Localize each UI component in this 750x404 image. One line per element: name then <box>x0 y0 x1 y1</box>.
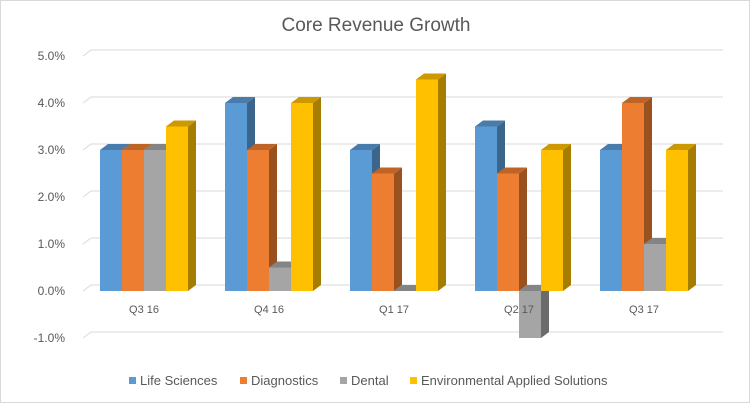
y-tick-label: 0.0% <box>38 284 66 298</box>
bar-front <box>166 126 188 291</box>
bar-top <box>416 73 446 80</box>
bar-side <box>519 167 527 291</box>
bar-front <box>541 150 563 291</box>
bar-front <box>622 103 644 291</box>
bar-top <box>350 144 380 150</box>
bar-front <box>497 173 519 291</box>
bar-top <box>247 144 277 150</box>
bar <box>497 167 527 291</box>
bar-front <box>291 103 313 291</box>
y-tick-label: 1.0% <box>38 237 66 251</box>
chart-title: Core Revenue Growth <box>281 15 470 36</box>
legend-swatch <box>340 377 347 384</box>
y-tick-label: 3.0% <box>38 143 66 157</box>
bar-front <box>269 267 291 291</box>
bar-top <box>291 97 321 103</box>
bar <box>247 144 277 291</box>
x-tick-label: Q1 17 <box>379 304 409 316</box>
bar-top <box>475 120 505 127</box>
bar <box>416 73 446 291</box>
gridline <box>82 143 723 151</box>
bar-front <box>644 244 666 291</box>
legend-label: Dental <box>351 373 389 388</box>
bar-front <box>350 150 372 291</box>
y-tick-label: 2.0% <box>38 190 66 204</box>
bar-front <box>600 150 622 291</box>
y-tick-label: -1.0% <box>34 331 66 345</box>
x-tick-label: Q3 16 <box>129 304 159 316</box>
bar-top <box>100 144 130 150</box>
bar-front <box>100 150 122 291</box>
legend-item: Environmental Applied Solutions <box>410 373 608 388</box>
legend-swatch <box>240 377 247 384</box>
bar-front <box>416 79 438 291</box>
bar-top <box>122 144 152 150</box>
bar-top <box>666 144 696 150</box>
bar-top <box>166 120 196 127</box>
gridline <box>82 49 723 57</box>
y-tick-label: 4.0% <box>38 96 66 110</box>
legend-label: Diagnostics <box>251 373 319 388</box>
bar-front <box>122 150 144 291</box>
bar <box>291 97 321 291</box>
bar <box>372 167 402 291</box>
bar-front <box>475 126 497 291</box>
y-tick-label: 5.0% <box>38 49 66 63</box>
x-tick-label: Q3 17 <box>629 304 659 316</box>
legend-label: Environmental Applied Solutions <box>421 373 608 388</box>
bar-side <box>541 285 549 338</box>
legend-swatch <box>129 377 136 384</box>
bar <box>541 144 571 291</box>
bar-top <box>372 167 402 174</box>
legend-item: Dental <box>340 373 389 388</box>
bar-top <box>497 167 527 174</box>
legend-label: Life Sciences <box>140 373 218 388</box>
bar-side <box>269 144 277 291</box>
legend-item: Diagnostics <box>240 373 319 388</box>
bar-front <box>666 150 688 291</box>
bar-front <box>519 291 541 338</box>
legend-item: Life Sciences <box>129 373 218 388</box>
bar-side <box>688 144 696 291</box>
bar-front <box>225 103 247 291</box>
bar-top <box>541 144 571 150</box>
bar-side <box>313 97 321 291</box>
bar-front <box>144 150 166 291</box>
x-tick-label: Q2 17 <box>504 304 534 316</box>
x-tick-label: Q4 16 <box>254 304 284 316</box>
bar <box>666 144 696 291</box>
bar-side <box>438 73 446 291</box>
gridline <box>82 331 723 339</box>
legend-swatch <box>410 377 417 384</box>
bar-side <box>188 120 196 291</box>
bar-side <box>563 144 571 291</box>
bar-side <box>394 167 402 291</box>
gridline <box>82 96 723 104</box>
bar-front <box>247 150 269 291</box>
bar-top <box>225 97 255 103</box>
bar-top <box>622 97 652 103</box>
bar <box>166 120 196 291</box>
bar-front <box>372 173 394 291</box>
